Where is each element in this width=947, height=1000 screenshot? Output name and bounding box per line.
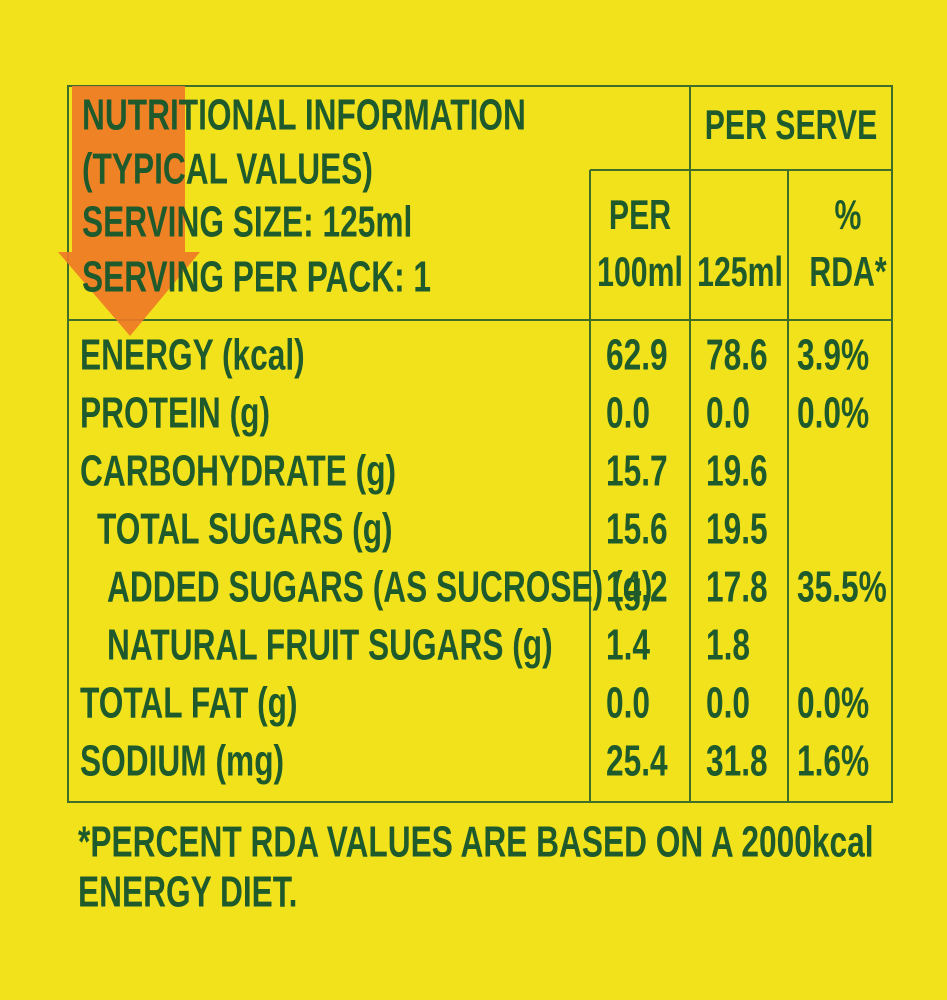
row-value: 0.0 [606,679,650,728]
row-label: CARBOHYDRATE (g) [80,447,396,496]
row-value: 0.0 [606,389,650,438]
row-value: 17.8 [706,563,768,612]
row-label: TOTAL SUGARS (g) [97,505,393,554]
row-value: 3.9% [797,331,869,380]
column-header: PER [609,191,671,238]
column-header: % [835,191,862,238]
row-value: 1.6% [797,737,869,786]
row-label: TOTAL FAT (g) [80,679,298,728]
row-value: 0.0 [706,679,750,728]
row-value: 0.0 [706,389,750,438]
row-value: 15.6 [606,505,668,554]
column-header: 125ml [697,248,783,295]
table-border [67,85,893,803]
column-group-header: PER SERVE [705,101,877,148]
row-value: 35.5% [797,563,887,612]
row-value: 15.7 [606,447,668,496]
row-label: ENERGY (kcal) [80,331,305,380]
row-value: 0.0% [797,679,869,728]
header-line: NUTRITIONAL INFORMATION [82,91,526,140]
row-value: 14.2 [606,563,668,612]
footnote: *PERCENT RDA VALUES ARE BASED ON A 2000k… [78,818,874,867]
row-value: 0.0% [797,389,869,438]
row-value: 19.6 [706,447,768,496]
row-value: 62.9 [606,331,668,380]
row-label: SODIUM (mg) [80,737,284,786]
row-value: 78.6 [706,331,768,380]
header-line: SERVING SIZE: 125ml [82,198,412,247]
header-line: (TYPICAL VALUES) [82,145,373,194]
footnote: ENERGY DIET. [78,868,297,917]
arrow-icon [58,86,200,336]
row-value: 1.8 [706,621,750,670]
row-label: PROTEIN (g) [80,389,270,438]
row-value: 25.4 [606,737,668,786]
column-header: 100ml [597,248,683,295]
row-value: 19.5 [706,505,768,554]
column-header: RDA* [809,248,887,295]
row-label: ADDED SUGARS (AS SUCROSE) (g) [107,563,652,612]
row-label: NATURAL FRUIT SUGARS (g) [107,621,553,670]
row-value: 1.4 [606,621,651,670]
text-layer: NUTRITIONAL INFORMATION(TYPICAL VALUES)S… [78,91,887,917]
row-value: 31.8 [706,737,768,786]
header-line: SERVING PER PACK: 1 [82,253,431,302]
